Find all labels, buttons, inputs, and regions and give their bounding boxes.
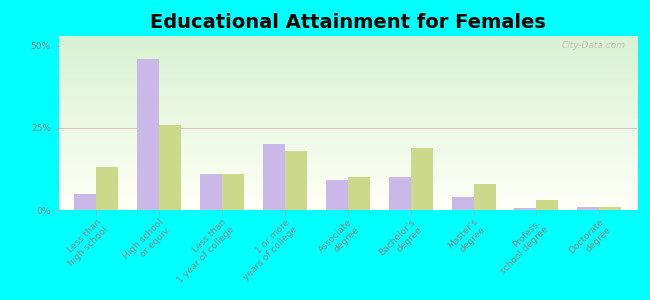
Bar [348,177,370,210]
Text: City-Data.com: City-Data.com [562,41,625,50]
Bar [514,208,536,210]
Title: Educational Attainment for Females: Educational Attainment for Females [150,13,546,32]
Bar [159,124,181,210]
Bar [222,174,244,210]
Bar [599,207,621,210]
Bar [411,148,433,210]
Bar [326,181,348,210]
Bar [263,144,285,210]
Bar [473,184,495,210]
Bar [96,167,118,210]
Bar [577,207,599,210]
Bar [389,177,411,210]
Bar [452,197,473,210]
Bar [137,59,159,210]
Bar [285,151,307,210]
Bar [200,174,222,210]
Bar [536,200,558,210]
Bar [74,194,96,210]
